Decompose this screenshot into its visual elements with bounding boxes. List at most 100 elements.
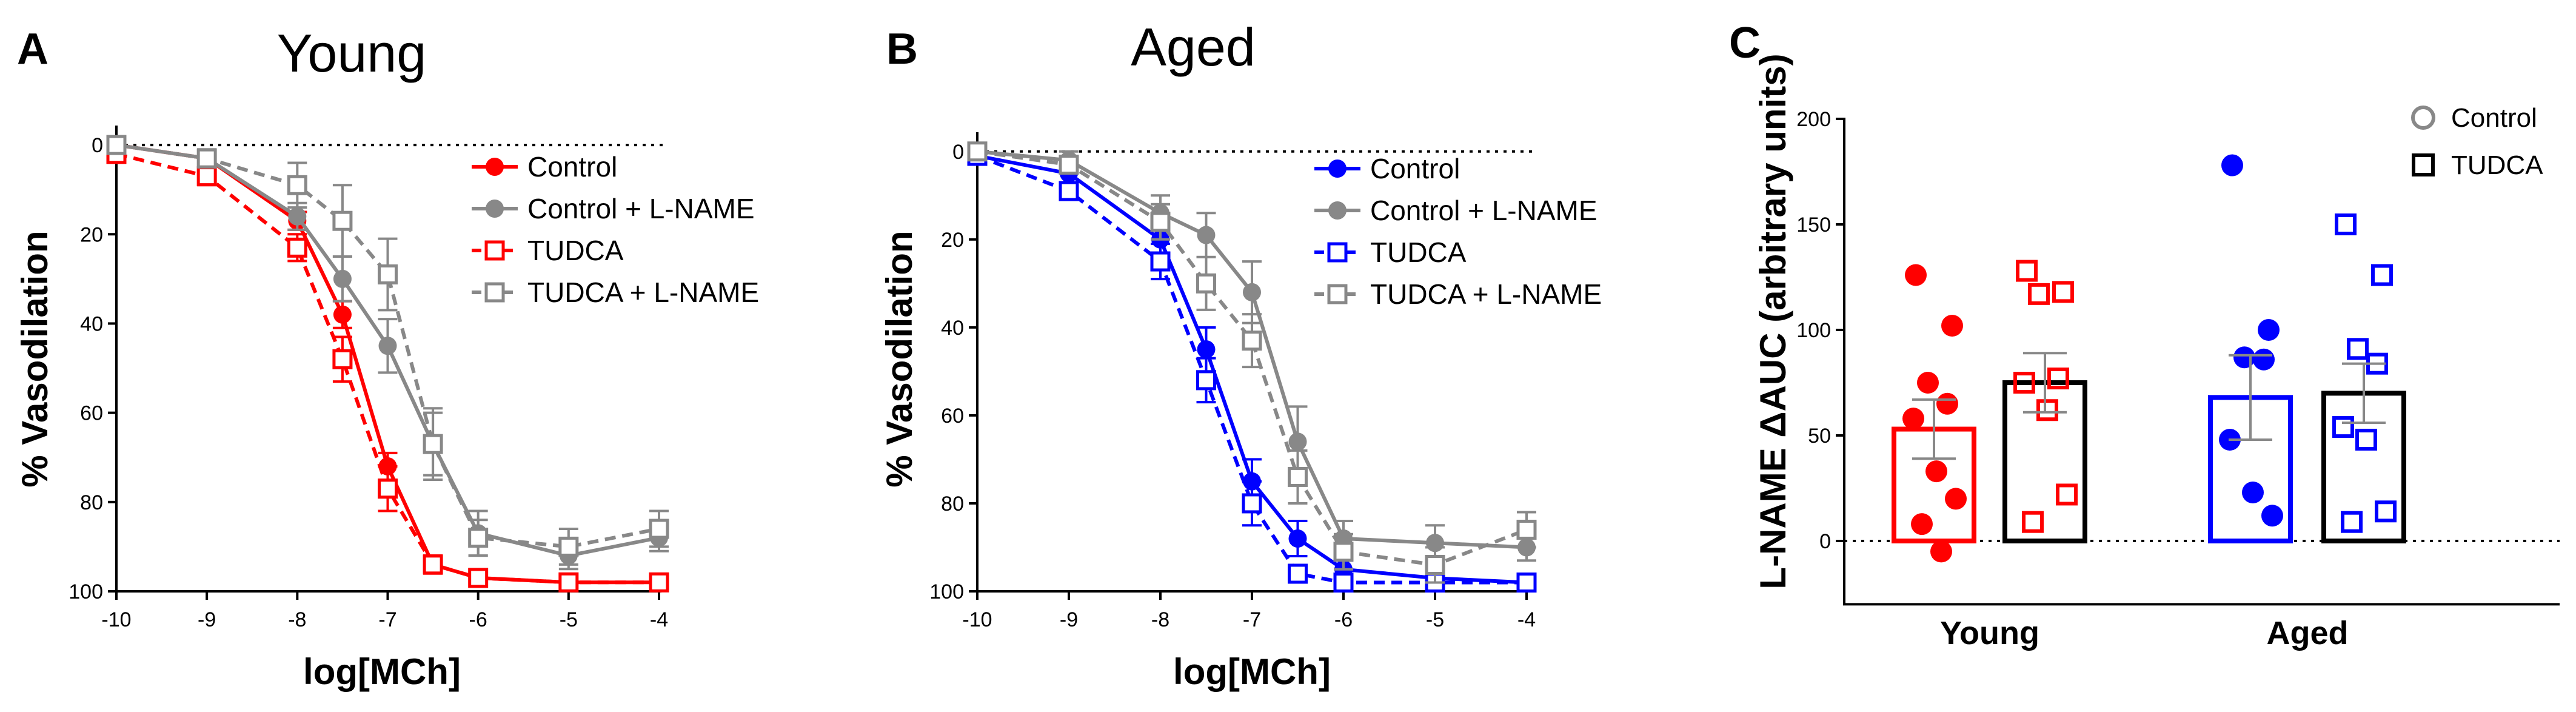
panel-a-series-tudca-l-name-point [287, 175, 307, 195]
panel-a-x-tick-label: -9 [198, 608, 216, 631]
panel-a-series-tudca-legend-marker [484, 240, 505, 261]
panel-a-series-control-l-name-point [288, 207, 307, 226]
panel-a-series-tudca-point [649, 572, 669, 593]
panel-c-legend-control-marker [2411, 106, 2435, 130]
panel-a-series-tudca-l-name-point [196, 148, 217, 169]
panel-a-series-control-l-name-point [333, 269, 352, 288]
panel-c-bar-aged-tudca-point [2355, 428, 2377, 451]
panel-a-xlabel: log[MCh] [303, 651, 461, 692]
panel-b-series-control-l-name-legend-label: Control + L-NAME [1370, 195, 1597, 226]
panel-b-series-tudca-l-name-line [977, 149, 1528, 567]
panel-c-bar-young-control-point [1925, 460, 1947, 483]
panel-b-y-tick-label: 100 [929, 580, 964, 603]
panel-c-bar-aged-control-point [2221, 154, 2243, 176]
panel-b-plot: -10 -9 -8 -7 -6 -5 -4 0 20 40 60 80 100 Control Contro… [929, 132, 1602, 631]
panel-c-bar-young-tudca-point [2028, 283, 2050, 305]
panel-a-y-tick-label: 0 [92, 134, 103, 157]
panel-c-bar-young-tudca-point [2052, 281, 2074, 303]
panel-a-series-tudca-l-name-point [558, 536, 579, 557]
panel-c-bar-aged-control-point [2242, 481, 2264, 503]
panel-b-series-control-point [1197, 340, 1216, 359]
panel-c-bar-aged-tudca-point [2347, 338, 2369, 360]
panel-a-series-tudca-l-name-point [106, 135, 127, 155]
panel-b-series-tudca-l-name-point [1059, 155, 1079, 175]
panel-c-bar-aged-control-point [2233, 346, 2255, 369]
panel-c-y-tick-label: 0 [1819, 530, 1831, 553]
panel-b-ylabel: % Vasodilation [879, 230, 920, 487]
panel-b-y-tick-label: 40 [941, 317, 964, 340]
panel-b-title: Aged [1131, 17, 1256, 77]
panel-b-series-control-l-name-point [1243, 283, 1261, 301]
panel-b-letter: B [886, 25, 918, 73]
panel-c-bar-aged-control-point [2253, 348, 2275, 371]
panel-c-bar-young-control-point [1941, 315, 1963, 337]
panel-a-series-tudca-point [196, 166, 217, 187]
panel-a-series-tudca-l-name-legend-marker [484, 282, 505, 303]
panel-b-series-tudca-l-name-point [1196, 273, 1216, 294]
panel-b-y-tick-label: 80 [941, 492, 964, 516]
panel-b-series-control-point [1288, 529, 1307, 548]
panel-a-series-tudca-l-name-legend-label: TUDCA + L-NAME [527, 277, 759, 308]
panel-c-bar-aged-tudca-point [2332, 416, 2354, 438]
panel-b-series-tudca-point [1150, 251, 1171, 272]
panel-a-series-tudca-point [558, 572, 579, 593]
panel-c-letter: C [1729, 19, 1761, 67]
panel-b-x-tick-label: -5 [1426, 608, 1444, 631]
panel-b-series-control-l-name-point [1197, 226, 1216, 244]
panel-a-series-tudca-point [423, 554, 443, 575]
panel-a-ylabel: % Vasodilation [15, 230, 55, 487]
panel-c-category-label: Aged [2267, 615, 2349, 651]
panel-b-x-tick-label: -8 [1151, 608, 1169, 631]
panel-a: A Young log[MCh] % Vasodilation -10 -9 -8-… [15, 23, 759, 692]
panel-b-series-tudca-l-name-point [1516, 519, 1537, 540]
panel-c-legend-tudca-label: TUDCA [2451, 150, 2543, 180]
panel-b-series-tudca-l-name-legend-label: TUDCA + L-NAME [1370, 278, 1602, 310]
panel-c-bar-young-tudca-point [2036, 399, 2058, 421]
panel-a-y-tick-label: 40 [80, 312, 103, 335]
panel-b-x-tick-label: -9 [1060, 608, 1078, 631]
panel-b-x-tick-label: -6 [1334, 608, 1353, 631]
panel-a-y-tick-label: 100 [69, 580, 103, 603]
panel-a-x-tick-label: -8 [288, 608, 306, 631]
panel-a-series-tudca-l-name-point [423, 434, 443, 454]
panel-a-x-tick-label: -5 [560, 608, 578, 631]
panel-c-bar-young-tudca-point [2016, 260, 2038, 282]
panel-b-series-control-l-name-point [1288, 432, 1307, 451]
panel-a-series-tudca-point [468, 568, 489, 588]
panel-c-y-tick-label: 50 [1808, 425, 1831, 448]
panel-c-legend-tudca-marker [2412, 153, 2435, 176]
panel-c-bar-young-control-point [1936, 392, 1958, 415]
panel-b-y-tick-label: 60 [941, 405, 964, 428]
panel-b-series-control-legend-label: Control [1370, 153, 1460, 184]
panel-c-bar-young-tudca-point [2022, 511, 2044, 533]
panel-c-bar-aged-control-point [2261, 505, 2283, 527]
panel-c-plot: 0 50 100 150 200 Young Aged Control TUDCA [1796, 103, 2560, 651]
panel-b-series-tudca-point [1516, 572, 1537, 593]
panel-a-title: Young [277, 23, 426, 83]
panel-b-x-tick-label: -7 [1243, 608, 1261, 631]
panel-a-series-tudca-l-name-point [378, 264, 398, 284]
panel-c-bar-aged-tudca-point [2335, 213, 2357, 235]
panel-c-y-tick-label: 150 [1796, 213, 1831, 237]
panel-c-bar-young-control-point [1930, 540, 1952, 563]
panel-a-x-tick-label: -6 [469, 608, 487, 631]
panel-a-series-control-legend-marker [486, 158, 504, 176]
panel-b-series-tudca-point [1242, 493, 1262, 514]
panel-b-series-control-legend-marker [1328, 160, 1347, 178]
panel-c-bar-aged-tudca-point [2371, 264, 2393, 286]
panel-a-plot: -10 -9 -8 -7 -6 -5 -4 0 20 40 60 80 100 Control Contro… [69, 126, 759, 631]
panel-a-series-tudca-l-name-point [332, 210, 353, 231]
panel-a-series-control-point [333, 305, 352, 324]
panel-c-bar-young-control-point [1902, 408, 1924, 430]
panel-b-series-tudca-l-name-point [1150, 212, 1171, 232]
panel-a-letter: A [17, 25, 49, 73]
panel-b-y-tick-label: 0 [952, 141, 964, 164]
panel-c-y-tick-label: 100 [1796, 319, 1831, 342]
panel-a-series-tudca-point [287, 237, 307, 258]
panel-a-y-tick-label: 80 [80, 491, 103, 514]
panel-b-series-tudca-l-name-point [967, 141, 988, 162]
panel-b-series-tudca-l-name-point [1333, 542, 1354, 562]
panel-c: C L-NAME ΔAUC (arbitrary units) 0 50 100 15… [1729, 19, 2560, 651]
panel-b: B Aged log[MCh] % Vasodilation -10 -9 -8 -7… [879, 17, 1602, 692]
panel-c-category-label: Young [1940, 615, 2039, 651]
